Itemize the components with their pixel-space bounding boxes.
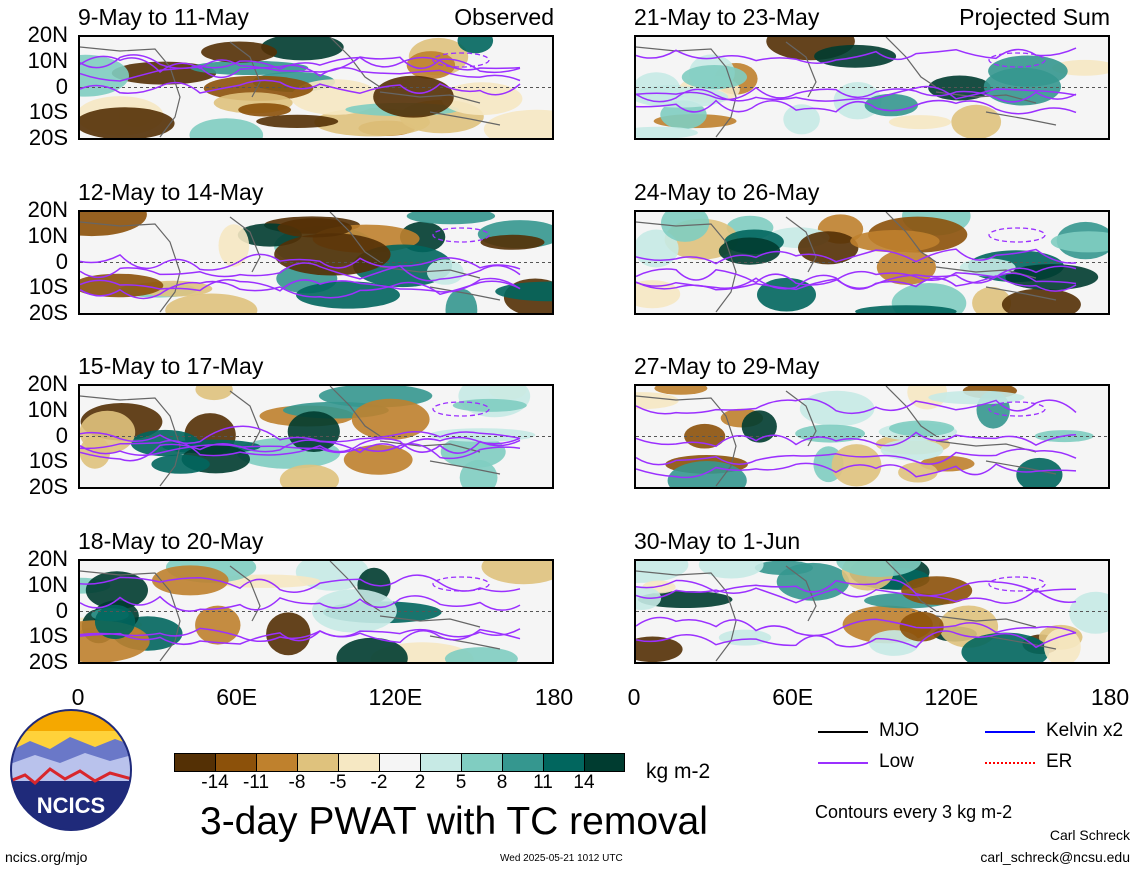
lon-label: 60E <box>216 684 258 710</box>
logo-text: NCICS <box>37 793 105 818</box>
contour-note: Contours every 3 kg m-2 <box>815 802 1013 822</box>
pwat-map-panel <box>634 559 1110 664</box>
panel-tag: Observed <box>454 4 554 30</box>
colorbar-swatch <box>256 753 297 772</box>
lat-label: 20N <box>27 197 68 222</box>
er-legend-label: ER <box>1046 751 1073 772</box>
colorbar-swatch <box>215 753 256 772</box>
lat-label: 0 <box>55 73 68 99</box>
panel-title: 9-May to 11-May <box>78 4 249 30</box>
lat-label: 0 <box>55 248 68 274</box>
lat-label: 0 <box>55 422 68 448</box>
ncics-logo: NCICS <box>10 709 132 831</box>
lon-label: 60E <box>772 684 814 710</box>
panel-title: 15-May to 17-May <box>78 353 264 379</box>
colorbar-tick-label: 8 <box>496 772 508 793</box>
lat-label: 10N <box>27 222 68 248</box>
lat-label: 20S <box>28 300 68 325</box>
colorbar-tick-label: -5 <box>329 772 347 793</box>
lat-label: 0 <box>55 597 68 623</box>
panel-title: 21-May to 23-May <box>634 4 820 30</box>
footer-author: Carl Schreck <box>1049 827 1130 843</box>
pwat-map-panel <box>78 210 554 315</box>
panel-title: 18-May to 20-May <box>78 528 264 554</box>
pwat-map-panel <box>78 35 554 140</box>
colorbar-tick-label: 14 <box>573 772 595 793</box>
colorbar-swatch <box>379 753 420 772</box>
colorbar-swatch <box>420 753 461 772</box>
colorbar-swatch <box>461 753 502 772</box>
lon-label: 180 <box>534 684 574 710</box>
pwat-map-panel <box>78 559 554 664</box>
colorbar-tick-label: -11 <box>242 772 270 793</box>
lat-label: 10S <box>28 274 68 300</box>
colorbar-tick-label: 5 <box>455 772 467 793</box>
panel-title: 27-May to 29-May <box>634 353 820 379</box>
lat-label: 10S <box>28 623 68 649</box>
colorbar-tick-label: -2 <box>370 772 388 793</box>
lon-label: 180 <box>1090 684 1130 710</box>
lat-label: 10N <box>27 396 68 422</box>
lat-label: 10S <box>28 99 68 125</box>
lon-label: 120E <box>368 684 423 710</box>
pwat-map-panel <box>634 210 1110 315</box>
panel-title: 30-May to 1-Jun <box>634 528 801 554</box>
mjo-legend-label: MJO <box>879 720 920 741</box>
main-title: 3-day PWAT with TC removal <box>200 800 708 843</box>
low-legend-line <box>818 762 868 764</box>
lat-label: 20N <box>27 546 68 571</box>
colorbar-swatch <box>543 753 584 772</box>
pwat-map-panel <box>78 384 554 489</box>
low-legend-label: Low <box>879 751 914 772</box>
lon-label: 0 <box>71 684 85 710</box>
lat-label: 10S <box>28 448 68 474</box>
colorbar-swatch <box>297 753 338 772</box>
kelvin-legend-label: Kelvin x2 <box>1046 720 1124 741</box>
footer-link[interactable]: ncics.org/mjo <box>5 849 88 865</box>
lon-label: 120E <box>924 684 979 710</box>
lat-label: 10N <box>27 571 68 597</box>
colorbar-swatch <box>502 753 543 772</box>
panel-title: 12-May to 14-May <box>78 179 264 205</box>
er-legend-line <box>985 762 1035 764</box>
pwat-map-panel <box>634 35 1110 140</box>
pwat-map-panel <box>634 384 1110 489</box>
colorbar-tick-label: 2 <box>414 772 426 793</box>
kelvin-legend-line <box>985 731 1035 733</box>
colorbar-swatch <box>338 753 379 772</box>
panel-title: 24-May to 26-May <box>634 179 820 205</box>
lat-label: 20S <box>28 125 68 150</box>
colorbar-swatch <box>174 753 215 772</box>
colorbar-tick-label: 11 <box>533 772 553 793</box>
colorbar-tick-label: -8 <box>288 772 306 793</box>
lon-label: 0 <box>627 684 641 710</box>
mjo-legend-line <box>818 731 868 733</box>
footer-email[interactable]: carl_schreck@ncsu.edu <box>980 849 1130 865</box>
lat-label: 20S <box>28 474 68 499</box>
lat-label: 20S <box>28 649 68 674</box>
lat-label: 20N <box>27 371 68 396</box>
lat-label: 20N <box>27 22 68 47</box>
footer-timestamp: Wed 2025-05-21 1012 UTC <box>500 853 623 864</box>
colorbar-tick-label: -14 <box>201 772 229 793</box>
panel-tag: Projected Sum <box>959 4 1110 30</box>
lat-label: 10N <box>27 47 68 73</box>
colorbar-units: kg m-2 <box>646 760 711 783</box>
colorbar-swatch <box>584 753 625 772</box>
